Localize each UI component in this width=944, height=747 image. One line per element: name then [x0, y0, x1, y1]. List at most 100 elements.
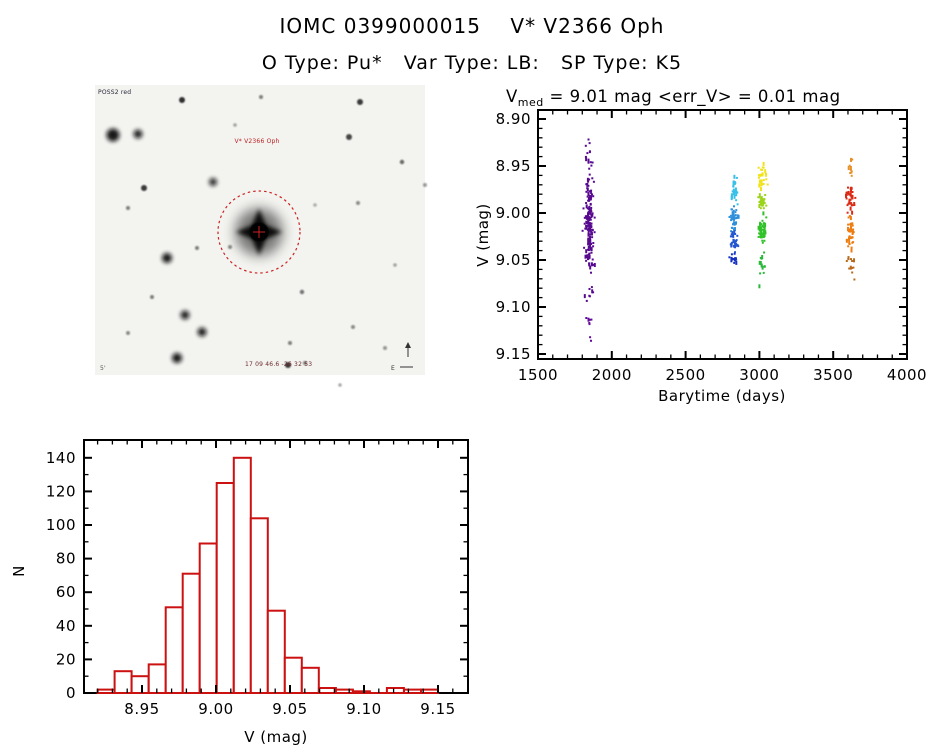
star-blob: [172, 353, 182, 363]
x-tick-label: 2500: [666, 366, 706, 384]
star-blob: [195, 246, 199, 250]
histogram-bar: [249, 517, 269, 694]
star-blob: [150, 295, 154, 299]
x-tick-label: 4000: [887, 366, 927, 384]
star-blob: [288, 341, 292, 345]
target-marker: [217, 190, 301, 274]
histogram-xlabel: V (mag): [244, 728, 308, 746]
y-tick-label: 20: [56, 650, 76, 668]
scatter-minor-ticks: [538, 110, 907, 359]
finding-chart-image: POSS2 red V* V2366 Oph 17 09 46.6 -26 32…: [95, 85, 427, 387]
y-tick-label: 140: [46, 449, 76, 467]
star-blob: [356, 201, 360, 205]
scale-label: 5': [100, 365, 106, 372]
histogram-bar: [215, 482, 235, 694]
star-blob: [423, 183, 427, 187]
histogram-bar: [130, 675, 150, 694]
lightcurve-scatter-chart: Vmed = 9.01 mag <err_V> = 0.01 mag 1500 2…: [474, 87, 927, 405]
y-tick-label: 120: [46, 482, 76, 500]
y-tick-label: 9.00: [496, 204, 531, 222]
star-blob: [228, 245, 232, 249]
page-title: IOMC 0399000015 V* V2366 Oph: [279, 14, 665, 38]
scatter-tick-labels: 1500 2000 2500 3000 3500 4000 8.90 8.95 9.00 9.05…: [496, 110, 927, 384]
star-blob: [351, 325, 355, 329]
star-blob: [141, 185, 147, 191]
star-blob: [313, 203, 317, 207]
target-circle: [217, 190, 301, 274]
survey-label: POSS2 red: [98, 89, 131, 96]
star-blob: [209, 178, 217, 186]
star-blob: [162, 253, 172, 263]
histogram-bar: [385, 687, 405, 694]
y-tick-label: 9.15: [496, 345, 531, 363]
star-blob: [393, 263, 397, 267]
star-blob: [338, 383, 342, 387]
x-tick-label: 8.95: [124, 700, 159, 718]
histogram-plot-area: 8.95 9.00 9.05 9.10 9.15 0 20 40 60 80 100 120 140: [46, 439, 469, 718]
magnitude-histogram-chart: 8.95 9.00 9.05 9.10 9.15 0 20 40 60 80 100 120 140 V…: [10, 439, 469, 746]
y-tick-label: 8.95: [496, 157, 531, 175]
histogram-bar: [198, 542, 218, 694]
y-tick-label: 100: [46, 516, 76, 534]
star-blob: [106, 128, 120, 142]
scatter-title: Vmed = 9.01 mag <err_V> = 0.01 mag: [506, 87, 841, 109]
star-blob: [285, 362, 291, 368]
x-tick-label: 9.10: [346, 700, 381, 718]
y-tick-label: 60: [56, 583, 76, 601]
x-tick-label: 9.15: [420, 700, 455, 718]
field-stars: [106, 95, 427, 387]
star-blob: [126, 206, 130, 210]
x-tick-label: 9.00: [198, 700, 233, 718]
star-blob: [346, 134, 352, 140]
histogram-ticks: [84, 440, 468, 694]
scatter-points: [581, 138, 857, 342]
star-blob: [383, 346, 387, 350]
histogram-tick-labels: 8.95 9.00 9.05 9.10 9.15 0 20 40 60 80 100 120 140: [46, 449, 455, 718]
y-tick-label: 8.90: [496, 110, 531, 128]
histogram-bar: [164, 606, 184, 694]
histogram-bars: [96, 456, 439, 695]
histogram-bar: [334, 688, 354, 695]
histogram-bar: [300, 666, 320, 695]
histogram-bar: [266, 609, 286, 694]
scatter-axes-box: [537, 109, 908, 360]
star-blob: [179, 97, 185, 103]
x-tick-label: 3500: [813, 366, 853, 384]
star-blob: [133, 129, 143, 139]
scatter-xlabel: Barytime (days): [658, 387, 786, 405]
target-label: V* V2366 Oph: [234, 138, 279, 145]
x-tick-label: 1500: [518, 366, 558, 384]
y-tick-label: 40: [56, 617, 76, 635]
histogram-bar: [283, 656, 303, 694]
x-tick-label: 9.05: [272, 700, 307, 718]
star-blob: [180, 310, 190, 320]
coords-label: 17 09 46.6 -26 32 53: [245, 361, 312, 368]
histogram-ylabel: N: [10, 565, 28, 577]
star-blob: [197, 327, 207, 337]
star-blob: [357, 99, 363, 105]
star-blob: [399, 159, 405, 165]
star-blob: [126, 331, 130, 335]
page-subtitle: O Type: Pu* Var Type: LB: SP Type: K5: [261, 52, 683, 74]
star-blob: [303, 361, 307, 365]
histogram-bar: [403, 688, 422, 695]
histogram-bar: [317, 687, 337, 694]
y-tick-label: 0: [66, 684, 76, 702]
histogram-bar: [351, 690, 371, 694]
finding-chart-layers: [95, 85, 427, 387]
compass-icon: [400, 342, 413, 368]
histogram-bar: [232, 456, 252, 694]
y-tick-label: 9.05: [496, 251, 531, 269]
star-blob: [233, 123, 237, 127]
histogram-bar: [181, 572, 201, 694]
star-blob: [259, 95, 263, 99]
y-tick-label: 9.10: [496, 298, 531, 316]
scatter-ylabel: V (mag): [474, 203, 492, 267]
scatter-ticks: [537, 110, 908, 359]
x-tick-label: 3000: [739, 366, 779, 384]
scatter-plot-area: 1500 2000 2500 3000 3500 4000 8.90 8.95 9.00 9.05…: [496, 109, 927, 384]
histogram-bar: [113, 670, 133, 694]
east-label: E: [391, 365, 395, 372]
star-blob: [299, 289, 305, 295]
